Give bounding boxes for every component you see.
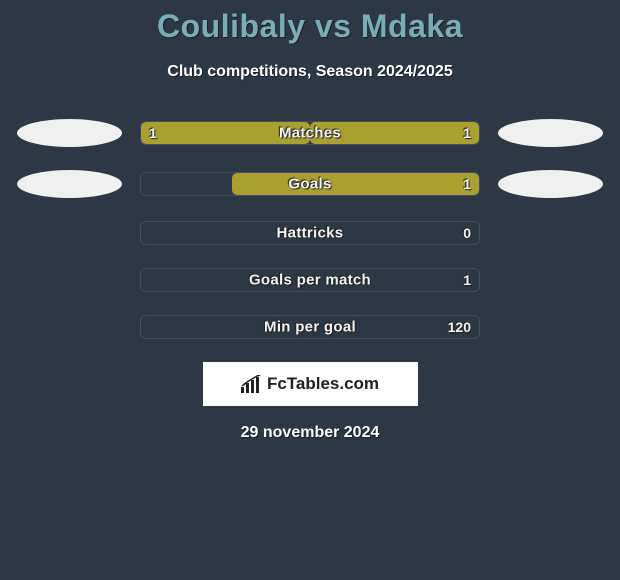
stat-value-right: 120: [448, 319, 471, 335]
stat-bar: 11Matches: [140, 121, 480, 145]
stat-row: 1Goals: [0, 170, 620, 198]
stat-row: 11Matches: [0, 119, 620, 147]
comparison-infographic: Coulibaly vs Mdaka Club competitions, Se…: [0, 0, 620, 442]
logo-text: FcTables.com: [267, 374, 379, 394]
player-right-marker: [498, 170, 603, 198]
stat-value-right: 1: [463, 272, 471, 288]
date-line: 29 november 2024: [0, 424, 620, 442]
stat-value-right: 0: [463, 225, 471, 241]
stat-label: Min per goal: [141, 319, 479, 336]
source-logo: FcTables.com: [203, 362, 418, 406]
stat-label: Hattricks: [141, 225, 479, 242]
stat-bar: 120Min per goal: [140, 315, 480, 339]
stat-row: 0Hattricks: [0, 221, 620, 245]
subtitle: Club competitions, Season 2024/2025: [0, 63, 620, 81]
stat-rows: 11Matches 1Goals 0Hattricks 1Goals per matc…: [0, 119, 620, 339]
page-title: Coulibaly vs Mdaka: [0, 8, 620, 45]
stat-label: Goals per match: [141, 272, 479, 289]
bar-fill-right: [232, 173, 479, 195]
stat-row: 120Min per goal: [0, 315, 620, 339]
stat-bar: 0Hattricks: [140, 221, 480, 245]
player-left-marker: [17, 170, 122, 198]
bar-fill-right: [310, 122, 479, 144]
player-left-marker: [17, 119, 122, 147]
chart-icon: [241, 375, 263, 393]
stat-bar: 1Goals: [140, 172, 480, 196]
player-right-marker: [498, 119, 603, 147]
stat-bar: 1Goals per match: [140, 268, 480, 292]
bar-fill-left: [141, 122, 310, 144]
stat-row: 1Goals per match: [0, 268, 620, 292]
